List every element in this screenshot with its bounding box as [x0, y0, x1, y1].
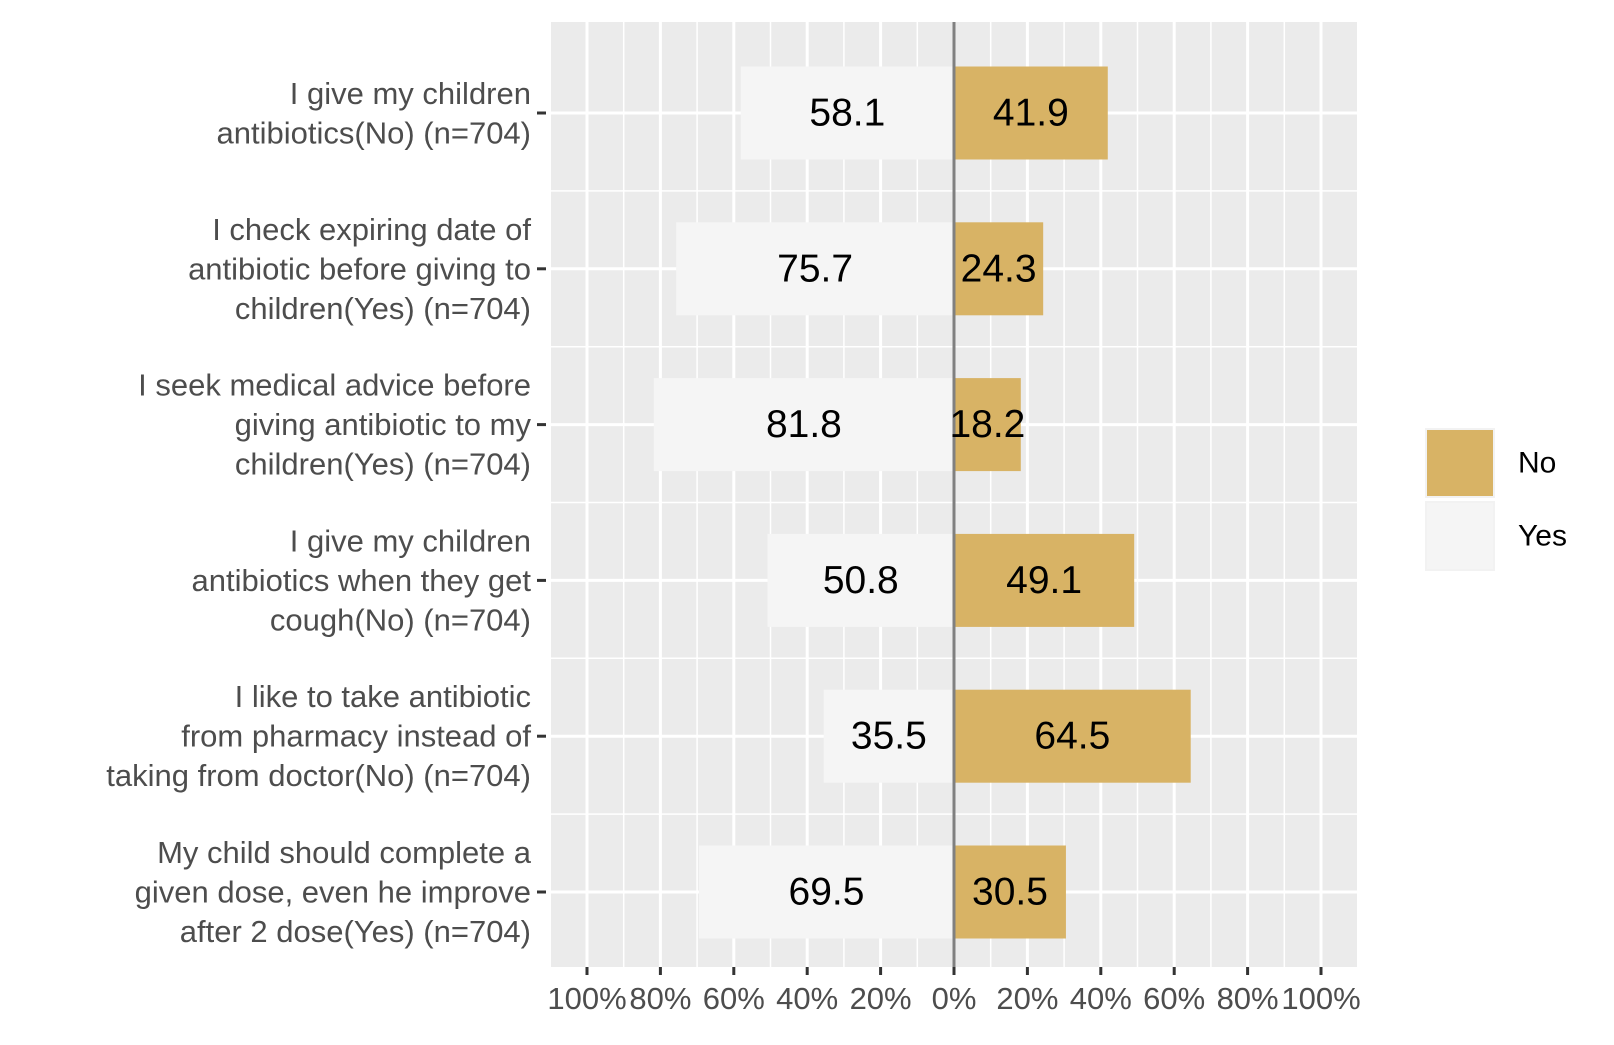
category-label-line: My child should complete a	[157, 835, 532, 870]
bar-no-1	[954, 66, 1108, 160]
category-label-line: I like to take antibiotic	[235, 679, 531, 714]
data-label-yes-2: 75.7	[777, 247, 853, 290]
legend-label-yes: Yes	[1518, 520, 1567, 553]
x-tick-label: 40%	[1070, 981, 1132, 1016]
category-label-1: I give my children antibiotics(No) (n=704…	[217, 76, 531, 151]
category-label-4: I give my children antibiotics when they …	[192, 523, 532, 637]
category-label-line: I give my children	[290, 76, 531, 111]
x-tick-label: 80%	[1217, 981, 1279, 1016]
data-label-no-6: 30.5	[972, 871, 1048, 914]
bar-yes-6	[698, 845, 954, 939]
bar-yes-1	[740, 66, 954, 160]
category-label-6: My child should complete a given dose, ev…	[135, 835, 532, 949]
category-label-line: antibiotics when they get	[192, 563, 532, 598]
bar-no-5	[954, 689, 1191, 783]
data-label-yes-5: 35.5	[851, 715, 927, 758]
category-label-line: children(Yes) (n=704)	[235, 447, 531, 482]
data-label-yes-3: 81.8	[766, 403, 842, 446]
bars	[653, 66, 1191, 939]
bar-yes-2	[676, 222, 954, 316]
data-label-yes-1: 58.1	[809, 92, 885, 135]
x-tick-label: 20%	[850, 981, 912, 1016]
category-label-line: given dose, even he improve	[135, 875, 531, 910]
x-axis: 100% 80% 60% 40% 20% 0% 20% 40% 60% 80% 100%	[547, 967, 1361, 1016]
bar-no-6	[954, 845, 1066, 939]
data-label-no-2: 24.3	[961, 247, 1037, 290]
legend-swatch-no	[1427, 430, 1493, 496]
category-label-line: I seek medical advice before	[138, 368, 531, 403]
bar-yes-5	[823, 689, 954, 783]
legend: No Yes	[1425, 428, 1567, 571]
x-tick-label: 100%	[547, 981, 626, 1016]
category-axis: I give my children antibiotics(No) (n=704…	[106, 76, 546, 949]
x-tick-label: 100%	[1281, 981, 1360, 1016]
x-tick-label: 80%	[629, 981, 691, 1016]
bar-no-3	[954, 378, 1021, 472]
data-label-no-4: 49.1	[1006, 559, 1082, 602]
category-label-line: antibiotic before giving to	[188, 251, 531, 286]
data-label-no-1: 41.9	[993, 92, 1069, 135]
x-tick-label: 0%	[932, 981, 977, 1016]
bar-yes-4	[767, 533, 954, 627]
legend-label-no: No	[1518, 447, 1556, 480]
category-label-5: I like to take antibiotic from pharmacy i…	[106, 679, 531, 793]
category-label-3: I seek medical advice before giving antib…	[138, 368, 531, 482]
category-label-line: cough(No) (n=704)	[270, 602, 531, 637]
data-label-yes-4: 50.8	[823, 559, 899, 602]
x-tick-label: 20%	[996, 981, 1058, 1016]
category-label-line: children(Yes) (n=704)	[235, 291, 531, 326]
category-label-line: taking from doctor(No) (n=704)	[106, 758, 531, 793]
x-tick-label: 60%	[703, 981, 765, 1016]
category-label-line: from pharmacy instead of	[181, 719, 531, 754]
category-label-line: after 2 dose(Yes) (n=704)	[180, 914, 531, 949]
category-label-line: antibiotics(No) (n=704)	[217, 115, 531, 150]
legend-swatch-yes	[1427, 503, 1493, 569]
x-tick-label: 60%	[1143, 981, 1205, 1016]
category-label-2: I check expiring date of antibiotic befor…	[188, 212, 531, 326]
category-label-line: giving antibiotic to my	[235, 407, 532, 442]
data-label-no-3: 18.2	[949, 403, 1025, 446]
category-label-line: I give my children	[290, 523, 531, 558]
data-label-no-5: 64.5	[1034, 715, 1110, 758]
bar-no-4	[954, 533, 1135, 627]
x-tick-label: 40%	[776, 981, 838, 1016]
data-labels: 58.1 41.9 75.7 24.3 81.8 18.2 50.8 49.1 35.5 64.5…	[766, 92, 1110, 914]
bar-no-2	[954, 222, 1044, 316]
bar-yes-3	[653, 378, 954, 472]
category-label-line: I check expiring date of	[212, 212, 531, 247]
data-label-yes-6: 69.5	[789, 871, 865, 914]
